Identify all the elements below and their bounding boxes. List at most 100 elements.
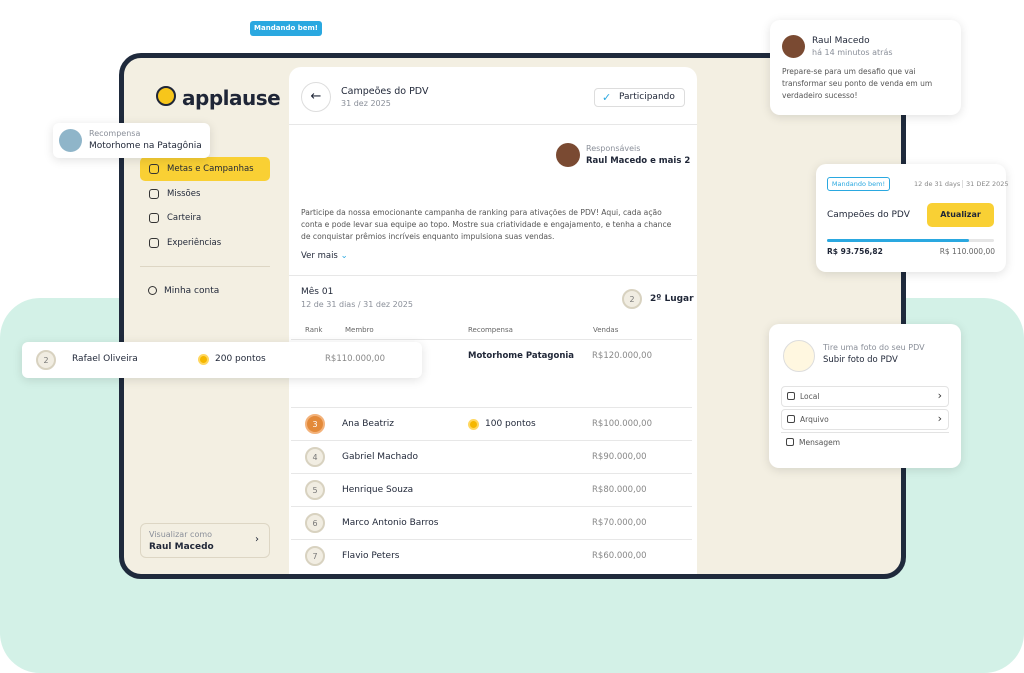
badge: Mandando bem! xyxy=(250,21,322,36)
title: Campeões do PDV xyxy=(341,86,429,97)
nav-icon xyxy=(149,188,159,199)
member: Ana Beatriz xyxy=(342,419,394,429)
back-button[interactable]: ← xyxy=(301,82,331,112)
member: Gabriel Machado xyxy=(342,452,418,462)
period-title: Mês 01 xyxy=(301,287,334,297)
end: 31 DEZ 2025 xyxy=(962,180,1009,188)
option-label: Mensagem xyxy=(799,438,841,447)
rank-badge: 2 xyxy=(622,289,642,309)
sales: R$60.000,00 xyxy=(592,551,647,561)
option-label: Arquivo xyxy=(800,415,829,424)
label: Recompensa xyxy=(89,129,141,138)
coin-icon xyxy=(198,354,209,365)
table-row: 4 Gabriel Machado R$90.000,00 xyxy=(291,440,692,473)
nav-item[interactable]: Experiências xyxy=(140,231,270,255)
sales: R$110.000,00 xyxy=(325,354,385,364)
progress-value: R$ 93.756,82 xyxy=(827,247,883,256)
avatar xyxy=(782,35,805,58)
reward-image xyxy=(59,129,82,152)
table-row: 6 Marco Antonio Barros R$70.000,00 xyxy=(291,506,692,539)
chevron: › xyxy=(255,534,259,545)
badge: Mandando bem! xyxy=(827,177,890,191)
nav-icon xyxy=(149,237,159,248)
sales: R$80.000,00 xyxy=(592,485,647,495)
separator: / xyxy=(357,300,361,309)
view-as-button[interactable]: Visualizar como Raul Macedo › xyxy=(140,523,270,558)
campaign-card: Mandando bem! 12 de 31 days 31 DEZ 2025 … xyxy=(816,164,1009,272)
option[interactable]: Arquivo › xyxy=(781,409,949,430)
update-button[interactable]: Atualizar xyxy=(927,203,994,227)
avatar xyxy=(556,143,580,167)
option-icon xyxy=(787,392,795,400)
days: 12 de 31 days xyxy=(914,180,961,188)
rank: 4 xyxy=(305,447,325,467)
title[interactable]: Subir foto do PDV xyxy=(823,355,898,365)
name: Raul Macedo xyxy=(149,542,214,552)
highlight-row: 2 Rafael Oliveira 200 pontos R$110.000,0… xyxy=(22,342,422,378)
hint: Tire uma foto do seu PDV xyxy=(823,343,925,352)
see-more[interactable]: Ver mais ⌄ xyxy=(301,251,348,261)
option-label: Local xyxy=(800,392,820,401)
label: Visualizar como xyxy=(149,530,213,539)
nav-label: Metas e Campanhas xyxy=(167,164,254,174)
table-row: 7 Flavio Peters R$60.000,00 xyxy=(291,539,692,572)
time: há 14 minutos atrás xyxy=(812,48,893,57)
member: Marco Antonio Barros xyxy=(342,518,439,528)
option[interactable]: Mensagem xyxy=(781,432,949,453)
option-icon xyxy=(787,415,795,423)
message: Prepare-se para um desafio que vai trans… xyxy=(782,67,933,100)
name: Raul Macedo xyxy=(812,36,870,46)
status-button[interactable]: ✓ Participando xyxy=(594,88,685,107)
reward: 100 pontos xyxy=(485,419,536,429)
member: Rafael Oliveira xyxy=(72,354,138,364)
option-icon xyxy=(786,438,794,446)
check-icon: ✓ xyxy=(602,91,612,104)
sales: R$120.000,00 xyxy=(592,351,652,361)
photo-card: Tire uma foto do seu PDV Subir foto do P… xyxy=(769,324,961,468)
rank: 3 xyxy=(305,414,325,434)
nav-icon xyxy=(149,213,159,223)
nav-icon xyxy=(149,164,159,174)
sales: R$100.000,00 xyxy=(592,419,652,429)
nav-label: Carteira xyxy=(167,213,202,223)
table-row: 3 Ana Beatriz 100 pontos R$100.000,00 xyxy=(291,407,692,440)
reward: 200 pontos xyxy=(215,354,266,364)
account-icon xyxy=(148,286,157,295)
logo-icon xyxy=(156,86,176,106)
status: Participando xyxy=(619,92,675,102)
member: Henrique Souza xyxy=(342,485,414,495)
divider xyxy=(140,266,270,267)
rank: 2 xyxy=(36,350,56,370)
nav-item[interactable]: Metas e Campanhas xyxy=(140,157,270,181)
place: 2º Lugar xyxy=(650,294,694,304)
divider xyxy=(289,124,697,125)
option[interactable]: Local › xyxy=(781,386,949,407)
title: Campeões do PDV xyxy=(827,210,910,220)
label: Ver mais xyxy=(301,251,338,261)
nav-label: Experiências xyxy=(167,237,222,248)
divider xyxy=(289,275,697,276)
nav-item[interactable]: Minha conta xyxy=(164,286,220,296)
member: Flavio Peters xyxy=(342,551,400,561)
chevron: ⌄ xyxy=(340,251,348,261)
date: 31 dez 2025 xyxy=(341,99,391,108)
logo: applause xyxy=(182,86,281,110)
column-header: Rank xyxy=(305,326,323,334)
rank: 5 xyxy=(305,480,325,500)
nav-item[interactable]: Carteira xyxy=(140,206,270,230)
target-value: R$ 110.000,00 xyxy=(939,247,995,256)
column-header: Membro xyxy=(345,326,374,334)
main-panel xyxy=(289,67,697,574)
days: 12 de 31 dias xyxy=(301,300,356,309)
chevron: › xyxy=(937,412,942,425)
reward-card: Recompensa Motorhome na Patagônia xyxy=(53,123,210,158)
reward: Motorhome Patagonia xyxy=(468,351,575,361)
names: Raul Macedo e mais 2 xyxy=(586,156,691,166)
column-header: Vendas xyxy=(593,326,619,334)
description: Participe da nossa emocionante campanha … xyxy=(301,208,672,241)
photo-icon xyxy=(783,340,815,372)
label: Responsáveis xyxy=(586,144,641,153)
nav-item[interactable]: Missões xyxy=(140,182,270,206)
